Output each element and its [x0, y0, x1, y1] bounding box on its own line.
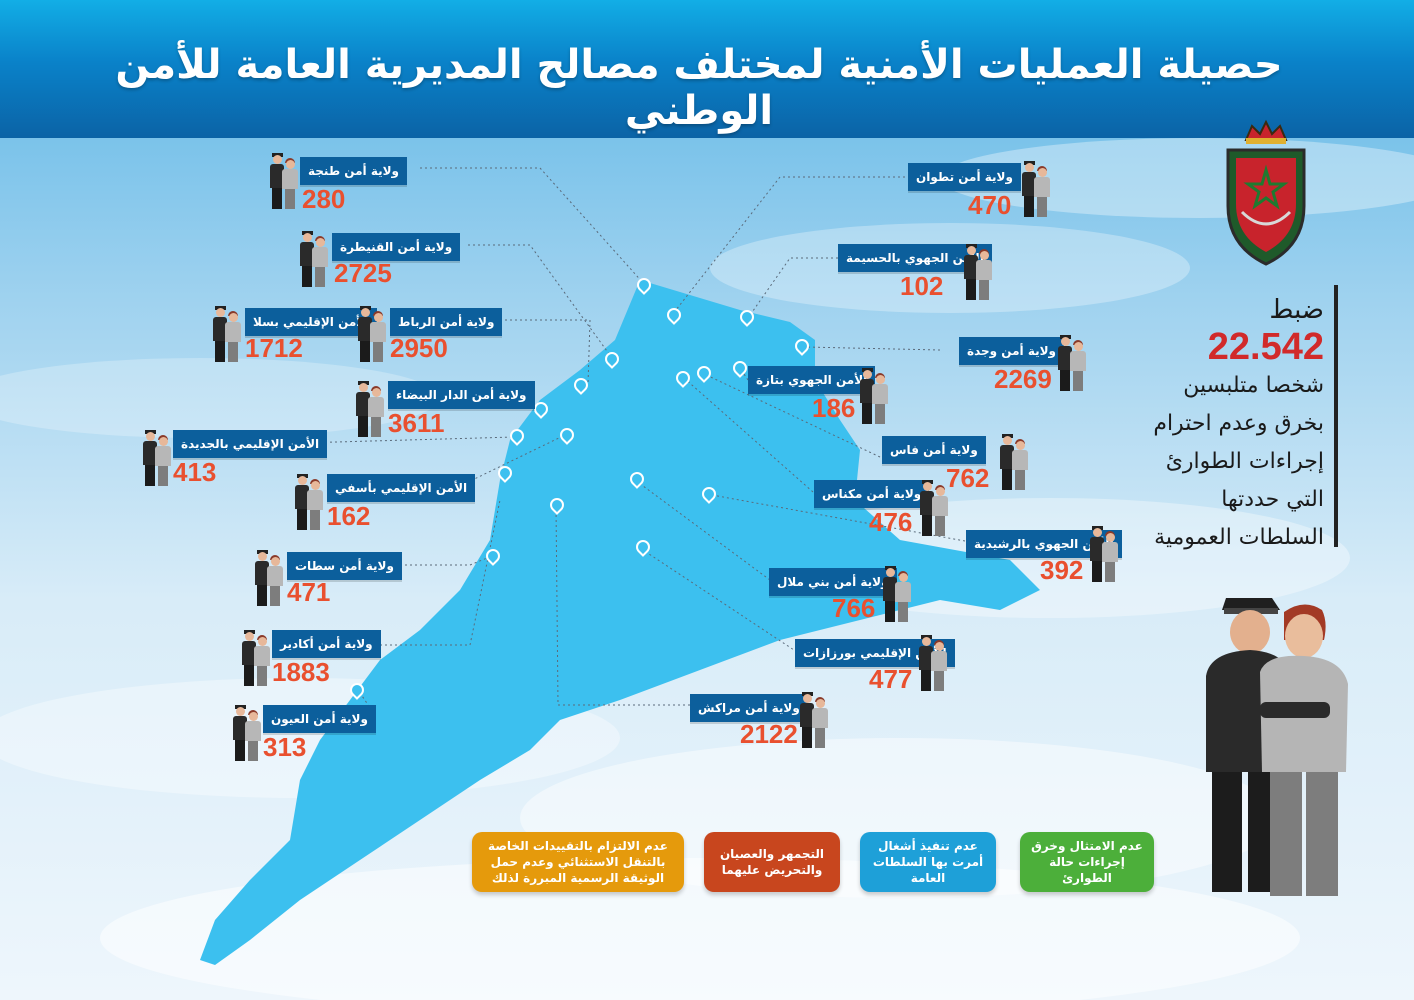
- officers-icon: [919, 635, 949, 691]
- summary-line: التي حددتها: [1221, 487, 1324, 512]
- city-value: 162: [327, 501, 371, 531]
- summary-verb: ضبط: [1269, 295, 1324, 325]
- officers-icon: [964, 244, 994, 300]
- city-label: ولاية أمن مراكش: [690, 694, 808, 722]
- city-label: ولاية أمن الدار البيضاء: [388, 381, 535, 409]
- city-value: 102: [900, 271, 944, 301]
- city-label: ولاية أمن العيون: [263, 705, 376, 733]
- city-value: 2950: [390, 333, 448, 363]
- officers-icon: [1022, 161, 1052, 217]
- officers-icon: [920, 480, 950, 536]
- city-value: 471: [287, 577, 331, 607]
- officers-icon: [356, 381, 386, 437]
- summary-line: السلطات العمومية: [1154, 525, 1324, 550]
- city-label: الأمن الإقليمي بأسفي: [327, 474, 476, 502]
- city-value: 3611: [388, 408, 445, 438]
- category-public-works-noncompliance: عدم تنفيذ أشغال أمرت بها السلطات العامة: [860, 832, 996, 892]
- city-label: ولاية أمن سطات: [287, 552, 402, 580]
- city-value: 413: [173, 457, 217, 487]
- city-value: 2725: [334, 258, 392, 288]
- city-value: 280: [302, 184, 346, 214]
- city-value: 1712: [245, 333, 303, 363]
- city-label: الأمن الإقليمي بسلا: [245, 308, 378, 336]
- city-value: 766: [832, 593, 876, 623]
- city-value: 186: [812, 393, 856, 423]
- officers-icon: [233, 705, 263, 761]
- city-label: ولاية أمن تطوان: [908, 163, 1021, 191]
- officers-icon: [213, 306, 243, 362]
- header-banner: حصيلة العمليات الأمنية لمختلف مصالح المد…: [0, 0, 1414, 138]
- summary-line: بخرق وعدم احترام: [1153, 411, 1324, 436]
- officers-icon: [242, 630, 272, 686]
- city-value: 392: [1040, 555, 1084, 585]
- summary-divider: [1334, 285, 1338, 547]
- city-label: الأمن الإقليمي بالجديدة: [173, 430, 328, 458]
- city-label: ولاية أمن طنجة: [300, 157, 408, 185]
- officers-icon: [1000, 434, 1030, 490]
- page-title: حصيلة العمليات الأمنية لمختلف مصالح المد…: [115, 42, 1283, 134]
- city-value: 2122: [740, 719, 798, 749]
- city-value: 470: [968, 190, 1012, 220]
- officers-icon: [270, 153, 300, 209]
- city-label: الأمن الجهوي بتازة: [748, 366, 876, 394]
- city-label: ولاية أمن الرباط: [390, 308, 503, 336]
- category-movement-restrictions: عدم الالتزام بالتقييدات الخاصة بالتنقل ا…: [472, 832, 684, 892]
- officers-icon: [883, 566, 913, 622]
- city-label: ولاية أمن أكادير: [272, 630, 381, 658]
- summary-panel: ضبط 22.542 شخصا متلبسين بخرق وعدم احترام…: [1104, 285, 1338, 557]
- police-emblem-icon: [1226, 119, 1306, 266]
- officers-icon: [800, 692, 830, 748]
- summary-total: 22.542: [1207, 326, 1324, 368]
- city-label: ولاية أمن فاس: [882, 436, 986, 464]
- summary-line: إجراءات الطوارئ: [1165, 449, 1324, 474]
- city-label: ولاية أمن مكناس: [814, 480, 930, 508]
- city-label: ولاية أمن وجدة: [959, 337, 1064, 365]
- officers-icon: [1058, 335, 1088, 391]
- officers-icon: [358, 306, 388, 362]
- officers-icon: [300, 231, 330, 287]
- officers-icon: [860, 368, 890, 424]
- officers-icon: [255, 550, 285, 606]
- city-value: 476: [869, 507, 913, 537]
- city-value: 1883: [272, 657, 330, 687]
- officers-icon: [143, 430, 173, 486]
- city-value: 313: [263, 732, 307, 762]
- city-label: ولاية أمن القنيطرة: [332, 233, 461, 261]
- category-gathering-disobedience: التجمهر والعصيان والتحريض عليهما: [704, 832, 840, 892]
- summary-line: شخصا متلبسين: [1183, 373, 1324, 398]
- officers-icon: [295, 474, 325, 530]
- city-value: 477: [869, 664, 913, 694]
- officers-icon: [1090, 526, 1120, 582]
- arrest-illustration-icon: [1206, 598, 1348, 896]
- city-value: 762: [946, 463, 990, 493]
- city-value: 2269: [994, 364, 1052, 394]
- category-emergency-violation: عدم الامتثال وخرق إجراءات حالة الطوارئ: [1020, 832, 1154, 892]
- city-label: ولاية أمن بني ملال: [769, 568, 897, 596]
